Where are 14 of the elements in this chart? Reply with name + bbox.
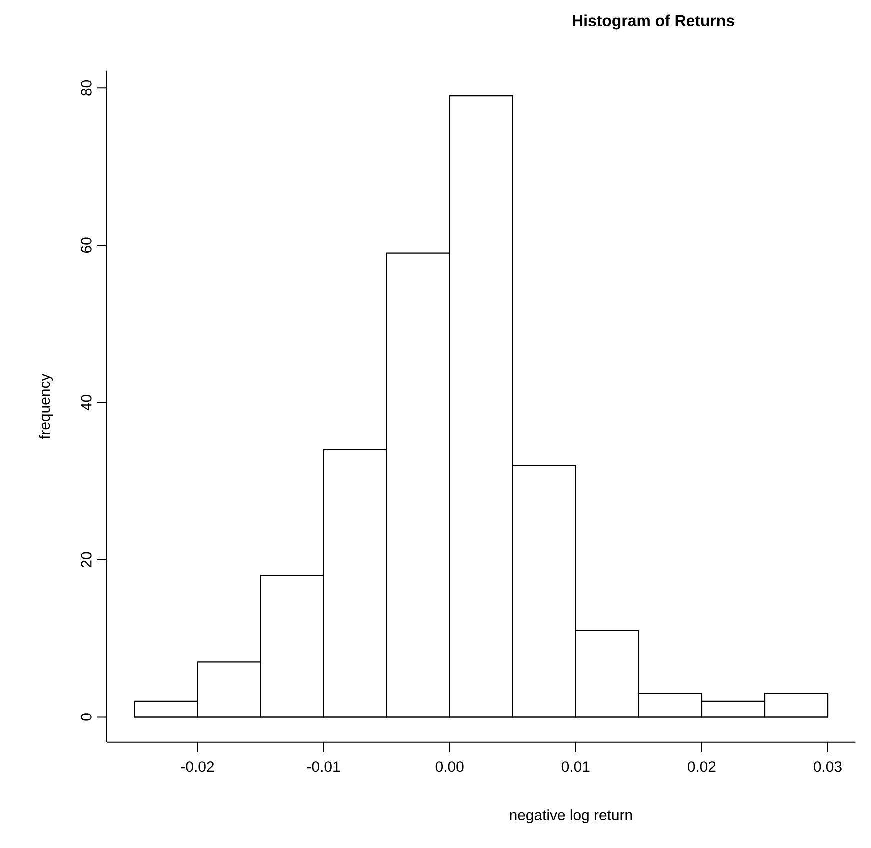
x-tick-label: -0.01 <box>307 762 340 772</box>
x-tick-label: 0.03 <box>814 762 842 772</box>
y-tick-label: 40 <box>81 394 92 411</box>
x-axis-title: negative log return <box>510 810 632 824</box>
x-tick-label: 0.02 <box>688 762 716 772</box>
y-axis-title: frequency <box>39 374 54 440</box>
x-tick-label: 0.01 <box>562 762 590 772</box>
chart-title: Histogram of Returns <box>573 14 734 30</box>
x-tick-label: 0.00 <box>436 762 464 772</box>
y-tick-label: 20 <box>81 552 92 568</box>
y-tick-label: 80 <box>81 80 92 96</box>
y-tick-label: 60 <box>81 238 92 253</box>
x-tick-label: -0.02 <box>181 762 214 772</box>
y-tick-label: 0 <box>81 714 92 721</box>
